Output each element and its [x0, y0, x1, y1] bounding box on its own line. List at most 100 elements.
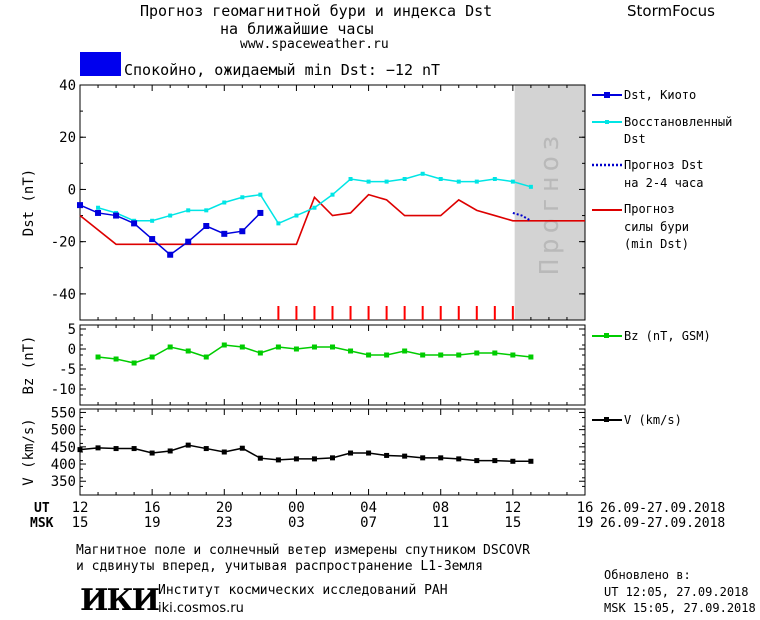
iki-logo: ИКИ	[80, 583, 160, 618]
bz-point	[528, 354, 534, 360]
bz-point	[95, 354, 101, 360]
site-url: www.spaceweather.ru	[240, 37, 389, 52]
restored-dst-point	[96, 205, 101, 210]
bz-point	[149, 354, 155, 360]
y-tick-label-dst: -40	[51, 287, 76, 303]
legend-speed-label: V (km/s)	[624, 413, 682, 427]
speed-point	[185, 442, 191, 448]
ut-tick-label: 04	[360, 500, 377, 516]
bz-point	[474, 350, 480, 356]
speed-point	[384, 452, 390, 458]
dst-kyoto-point	[167, 251, 174, 258]
y-tick-label-v: 500	[51, 423, 76, 439]
status-text: Спокойно, ожидаемый min Dst: −12 nT	[124, 61, 441, 79]
footer-note-2: и сдвинуты вперед, учитывая распростране…	[76, 559, 483, 574]
bz-point	[456, 352, 462, 358]
y-tick-label-v: 350	[51, 474, 76, 490]
msk-tick-label: 19	[144, 515, 161, 531]
speed-point	[311, 456, 317, 462]
restored-dst-point	[330, 192, 335, 197]
brand-label: StormFocus	[627, 2, 715, 20]
speed-point	[528, 458, 534, 464]
y-axis-label-v: V (km/s)	[21, 418, 37, 485]
dst-kyoto-point	[131, 220, 138, 227]
speed-point	[456, 456, 462, 462]
restored-dst-point	[420, 171, 425, 176]
restored-dst-point	[528, 184, 533, 189]
legend-storm-label-3: (min Dst)	[624, 237, 689, 251]
bz-point	[366, 352, 372, 358]
speed-point	[438, 455, 444, 461]
speed-point	[77, 447, 83, 453]
y-tick-label-bz: -5	[59, 362, 76, 378]
y-tick-label-bz: 5	[68, 322, 76, 338]
speed-point	[131, 446, 137, 452]
panel-frame-dst	[79, 84, 586, 321]
msk-tick-label: 23	[216, 515, 233, 531]
institute-name: Институт космических исследований РАН	[158, 583, 448, 598]
restored-dst-point	[186, 208, 191, 213]
bz-point	[185, 348, 191, 354]
legend-restored-label-2: Dst	[624, 132, 646, 146]
bz-point	[384, 352, 390, 358]
y-tick-label-dst: 0	[68, 182, 76, 198]
y-tick-label-bz: 0	[68, 342, 76, 358]
bz-point	[330, 344, 335, 350]
dst-kyoto-point	[257, 209, 264, 216]
speed-point	[95, 445, 101, 451]
restored-dst-point	[384, 179, 389, 184]
speed-point	[348, 450, 354, 456]
restored-dst-point	[510, 179, 515, 184]
speed-point	[474, 458, 480, 464]
date-range-msk: 26.09-27.09.2018	[600, 516, 725, 531]
dst-kyoto-point	[95, 209, 102, 216]
speed-point	[167, 448, 173, 454]
speed-line	[79, 444, 531, 463]
msk-tick-label: 07	[360, 515, 377, 531]
legend-kyoto-label: Dst, Киото	[624, 88, 696, 102]
restored-dst-point	[474, 179, 479, 184]
restored-dst-point	[492, 177, 497, 181]
y-tick-label-bz: -10	[51, 382, 76, 398]
date-range-ut: 26.09-27.09.2018	[600, 501, 725, 516]
y-tick-label-v: 550	[51, 405, 76, 421]
restored-dst-point	[240, 195, 245, 200]
restored-dst-point	[222, 200, 227, 205]
dst-kyoto-point	[113, 212, 120, 219]
legend-restored-label: Восстановленный	[624, 115, 732, 129]
dst-kyoto-point	[77, 202, 83, 209]
speed-point	[113, 446, 119, 452]
legend-restored-marker	[605, 120, 609, 124]
speed-point	[402, 453, 408, 459]
panel-frame-bz	[79, 324, 586, 406]
legend-storm-label: Прогноз	[624, 202, 675, 216]
ut-axis-label: UT	[34, 501, 50, 516]
restored-dst-point	[312, 205, 317, 210]
chart-title: Прогноз геомагнитной бури и индекса Dst	[140, 2, 493, 20]
bz-point	[113, 356, 119, 362]
ut-tick-label: 16	[144, 500, 161, 516]
speed-point	[275, 457, 281, 463]
bz-point	[167, 344, 173, 350]
updated-ut: UT 12:05, 27.09.2018	[604, 585, 749, 599]
legend-storm-label-2: силы бури	[624, 220, 689, 234]
legend-forecast-label: Прогноз Dst	[624, 158, 703, 172]
dst-kyoto-line	[79, 204, 261, 256]
legend-speed-marker	[604, 417, 609, 422]
footer-note-1: Магнитное поле и солнечный ветер измерен…	[76, 543, 530, 558]
bz-point	[293, 346, 299, 352]
restored-dst-point	[456, 179, 461, 184]
chart-subtitle: на ближайшие часы	[220, 20, 374, 38]
legend-bz-label: Bz (nT, GSM)	[624, 329, 711, 343]
speed-point	[239, 445, 245, 451]
y-tick-label-dst: -20	[51, 235, 76, 251]
bz-point	[402, 348, 408, 354]
y-tick-label-v: 400	[51, 457, 76, 473]
speed-point	[492, 458, 498, 464]
speed-point	[221, 449, 227, 455]
speed-point	[366, 450, 372, 456]
legend-forecast-label-2: на 2-4 часа	[624, 176, 703, 190]
storm-forecast-line	[79, 193, 585, 246]
bz-point	[275, 344, 281, 350]
